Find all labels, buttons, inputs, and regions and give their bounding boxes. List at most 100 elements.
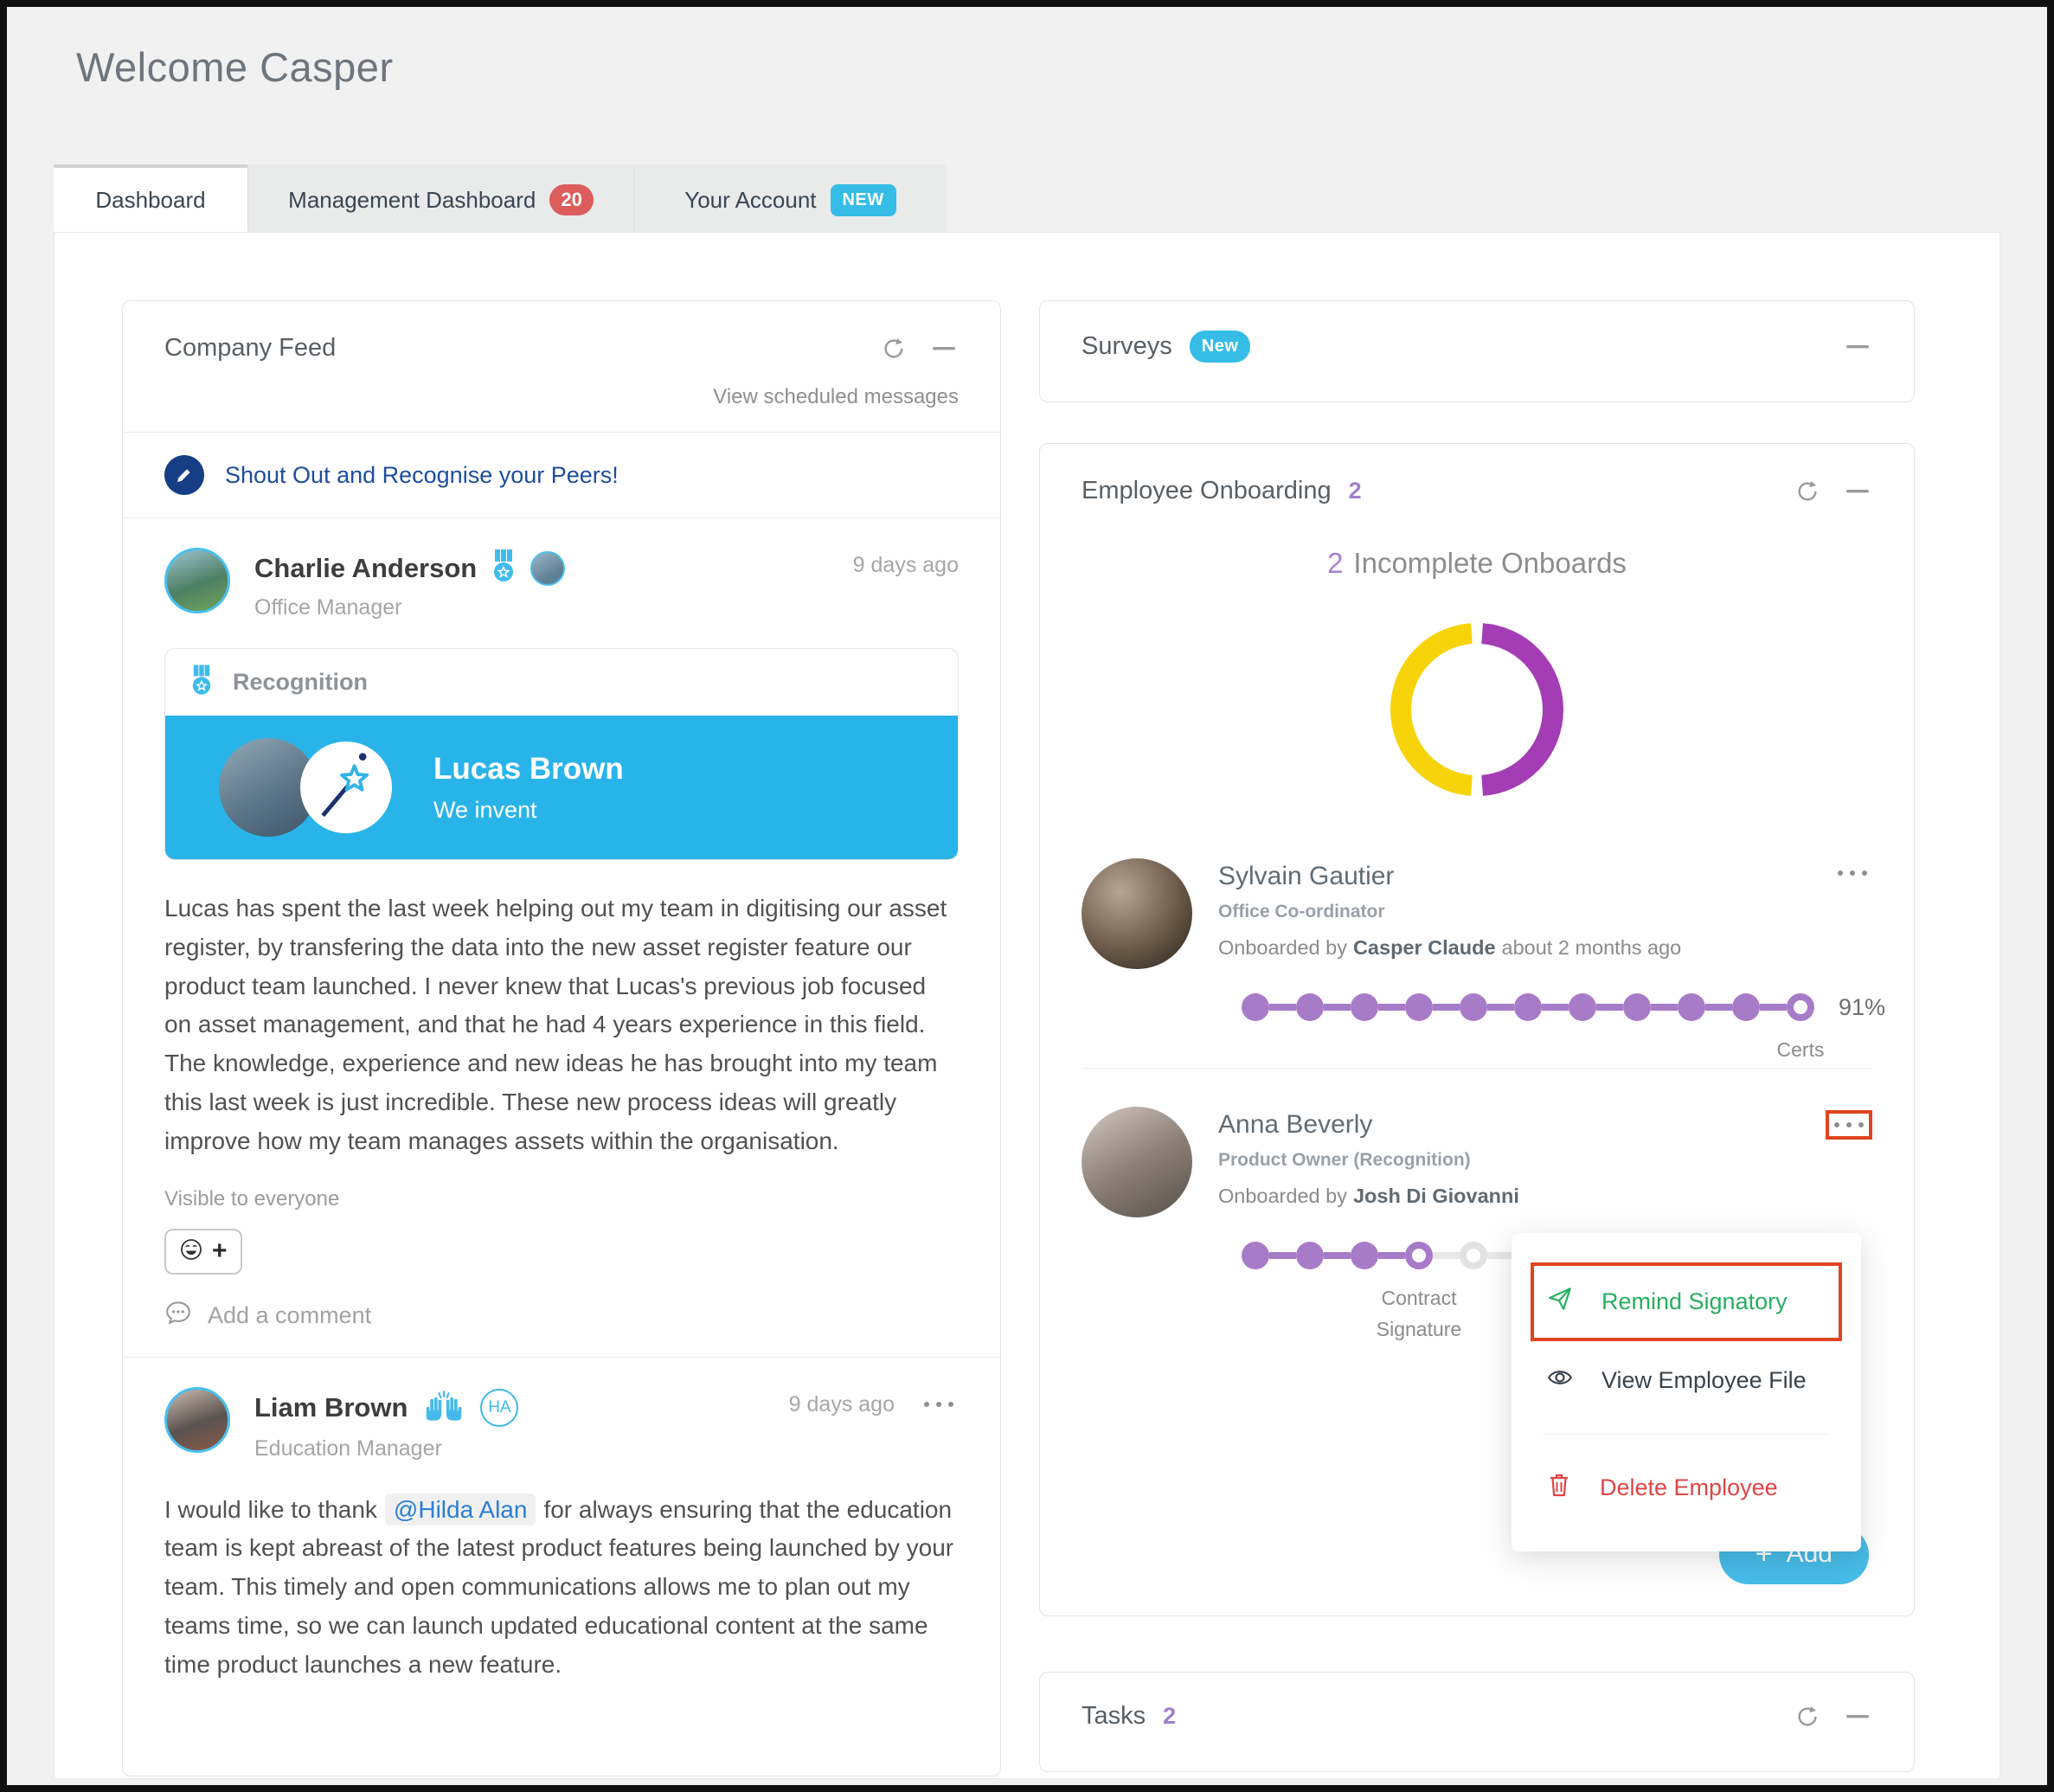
add-comment-button[interactable]: Add a comment — [164, 1299, 959, 1333]
collapse-icon[interactable] — [1846, 487, 1872, 496]
feed-post-thanks: Liam Brown HA Education Manager 9 days a… — [123, 1358, 1000, 1709]
progress-dot — [1514, 993, 1542, 1021]
recognition-company-value: We invent — [433, 796, 537, 823]
recognition-card: Recognition Lucas Brown We invent — [164, 648, 959, 860]
collapse-icon[interactable] — [1846, 343, 1872, 351]
divider — [1543, 1434, 1830, 1435]
progress-dot — [1623, 993, 1651, 1021]
onboarding-progress: 91% Certs — [1242, 992, 1914, 1061]
progress-connector — [1433, 1252, 1460, 1259]
shoutout-composer[interactable]: Shout Out and Recognise your Peers! — [123, 433, 1000, 517]
onboarded-prefix: Onboarded by — [1218, 936, 1347, 959]
view-scheduled-messages-link[interactable]: View scheduled messages — [713, 385, 959, 408]
mention-link[interactable]: @Hilda Alan — [384, 1493, 536, 1525]
tab-bar: Dashboard Management Dashboard 20 Your A… — [54, 164, 947, 232]
tab-your-account[interactable]: Your Account NEW — [633, 164, 947, 232]
onboarding-employee-row: Anna Beverly Product Owner (Recognition)… — [1040, 1107, 1914, 1217]
progress-dot — [1351, 1242, 1378, 1269]
employee-onboarding-card: Employee Onboarding 2 2 Incomplete Onboar… — [1039, 443, 1915, 1616]
progress-dot — [1678, 993, 1705, 1021]
divider — [1082, 1068, 1872, 1069]
progress-step-label: Certs — [1776, 1038, 1825, 1061]
tab-dashboard-label: Dashboard — [95, 186, 206, 213]
employee-options-menu-button[interactable] — [1829, 1114, 1869, 1136]
tab-dashboard[interactable]: Dashboard — [54, 164, 247, 232]
delete-employee-menu-item[interactable]: Delete Employee — [1512, 1448, 1861, 1527]
progress-dot — [1460, 993, 1487, 1021]
post-options-menu-button[interactable] — [919, 1393, 959, 1416]
progress-connector — [1269, 1004, 1296, 1011]
progress-connector — [1269, 1252, 1296, 1259]
divider — [123, 1356, 1000, 1358]
medal-icon — [191, 665, 212, 700]
tasks-card: Tasks 2 — [1039, 1672, 1915, 1772]
refresh-icon[interactable] — [1794, 479, 1820, 504]
onboarded-suffix: about 2 months ago — [1501, 936, 1682, 959]
progress-connector — [1705, 1004, 1732, 1011]
refresh-icon[interactable] — [881, 336, 907, 362]
onboarded-by-name: Casper Claude — [1352, 936, 1496, 959]
progress-connector — [1596, 1004, 1623, 1011]
post-author-role: Education Manager — [254, 1436, 442, 1461]
main-panel: Company Feed View scheduled messages Sho… — [54, 232, 2000, 1779]
collapse-icon[interactable] — [1846, 1712, 1872, 1721]
post-body-text: for always ensuring that the education t… — [164, 1495, 954, 1678]
incomplete-text: Incomplete Onboards — [1353, 547, 1627, 579]
pencil-icon — [164, 455, 204, 495]
onboarded-prefix: Onboarded by — [1218, 1185, 1347, 1207]
incomplete-onboards-label: 2 Incomplete Onboards — [1040, 547, 1914, 580]
tab-management-dashboard[interactable]: Management Dashboard 20 — [247, 164, 633, 232]
progress-connector — [1542, 1004, 1569, 1011]
post-author-role: Office Manager — [254, 595, 402, 620]
onboarding-employee-row: Sylvain Gautier Office Co-ordinator Onbo… — [1040, 858, 1914, 969]
remind-signatory-menu-item[interactable]: Remind Signatory — [1534, 1266, 1839, 1338]
trash-icon — [1546, 1471, 1572, 1505]
progress-percent: 91% — [1839, 993, 1886, 1020]
post-timestamp: 9 days ago — [788, 1391, 895, 1416]
progress-dot — [1405, 993, 1433, 1021]
post-timestamp: 9 days ago — [852, 553, 959, 577]
post-author: Charlie Anderson — [254, 552, 478, 583]
progress-connector — [1487, 1004, 1514, 1011]
feed-post-recognition: Charlie Anderson Office Manager 9 days a… — [123, 518, 1000, 1357]
company-feed-card: Company Feed View scheduled messages Sho… — [122, 300, 1001, 1776]
onboarding-donut-chart — [1390, 623, 1563, 796]
employee-options-menu-button[interactable] — [1833, 862, 1872, 884]
menu-item-label: View Employee File — [1601, 1367, 1807, 1393]
ha-badge: HA — [480, 1389, 519, 1428]
plus-icon: + — [212, 1236, 228, 1266]
progress-connector — [1651, 1004, 1678, 1011]
progress-dot — [1351, 993, 1378, 1021]
collapse-icon[interactable] — [933, 344, 959, 353]
raised-hands-icon — [423, 1389, 465, 1428]
add-reaction-button[interactable]: + — [164, 1228, 242, 1275]
onboarded-by-name: Josh Di Giovanni — [1352, 1185, 1519, 1207]
divider — [123, 432, 1000, 433]
magic-wand-icon — [300, 742, 392, 833]
progress-dot — [1405, 1242, 1433, 1269]
refresh-icon[interactable] — [1794, 1704, 1820, 1730]
avatar — [1082, 1107, 1192, 1217]
account-new-badge: NEW — [830, 183, 896, 216]
tab-account-label: Your Account — [684, 186, 817, 213]
progress-step-label: Contract Signature — [1376, 1287, 1462, 1340]
progress-dot — [1569, 993, 1596, 1021]
post-visibility: Visible to everyone — [164, 1186, 340, 1211]
tab-management-label: Management Dashboard — [288, 186, 536, 213]
company-feed-title: Company Feed — [164, 334, 337, 362]
progress-connector — [1760, 1004, 1787, 1011]
post-author: Liam Brown — [254, 1392, 408, 1423]
onboarding-count: 2 — [1348, 478, 1362, 504]
avatar — [164, 1386, 230, 1453]
progress-connector — [1487, 1252, 1514, 1259]
annotation-highlight-box — [1826, 1110, 1872, 1140]
tasks-title: Tasks — [1082, 1702, 1146, 1730]
paper-plane-icon — [1546, 1285, 1574, 1319]
smiley-icon — [179, 1237, 203, 1266]
surveys-card: Surveys New — [1039, 300, 1915, 402]
progress-dot — [1460, 1242, 1487, 1269]
view-employee-file-menu-item[interactable]: View Employee File — [1512, 1341, 1861, 1420]
post-body-text: I would like to thank — [164, 1495, 377, 1523]
progress-dot — [1242, 993, 1269, 1021]
employee-role: Office Co-ordinator — [1218, 902, 1385, 922]
